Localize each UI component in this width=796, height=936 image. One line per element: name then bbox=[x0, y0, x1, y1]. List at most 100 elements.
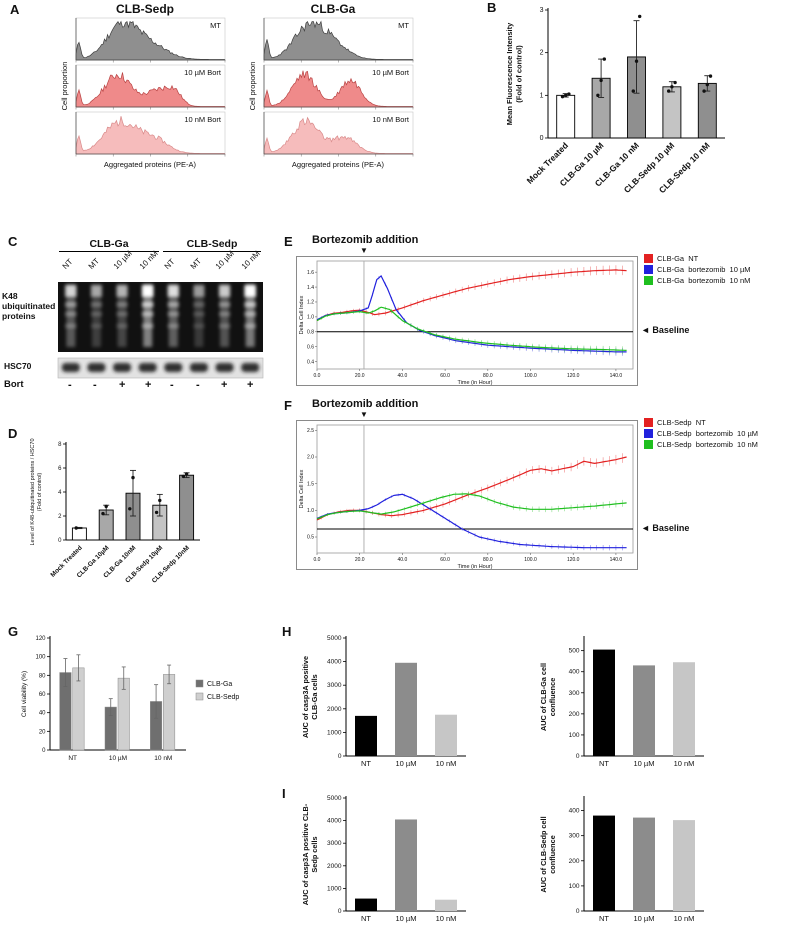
panel-a-label: A bbox=[10, 2, 20, 17]
svg-text:AUC of CLB-Ga cell: AUC of CLB-Ga cell bbox=[539, 663, 548, 731]
svg-text:1.5: 1.5 bbox=[307, 481, 314, 487]
blot-row-label-hsc70: HSC70 bbox=[4, 361, 32, 371]
svg-text:0: 0 bbox=[540, 135, 544, 142]
svg-text:0.8: 0.8 bbox=[307, 329, 314, 335]
panel-f-legend: CLB-Sedp NT CLB-Sedp bortezomib 10 µM CL… bbox=[644, 418, 758, 449]
panel-f-baseline-label: ◄ Baseline bbox=[641, 523, 690, 533]
svg-text:3000: 3000 bbox=[327, 840, 342, 847]
svg-text:1.2: 1.2 bbox=[307, 300, 314, 306]
svg-text:CLB-Ga cells: CLB-Ga cells bbox=[310, 674, 319, 719]
series-label: CLB-Ga bortezomib 10 µM bbox=[657, 265, 751, 274]
svg-text:Sedp cells: Sedp cells bbox=[310, 836, 319, 872]
svg-text:2.5: 2.5 bbox=[307, 428, 314, 434]
panel-f-label: F bbox=[284, 398, 292, 413]
svg-text:AUC of CLB-Sedp cell: AUC of CLB-Sedp cell bbox=[539, 816, 548, 892]
svg-text:10 µM Bort: 10 µM Bort bbox=[372, 68, 410, 77]
svg-text:confluence: confluence bbox=[548, 678, 557, 717]
svg-text:60.0: 60.0 bbox=[440, 373, 450, 379]
svg-text:Delta Cell Index: Delta Cell Index bbox=[299, 469, 305, 508]
svg-text:200: 200 bbox=[569, 858, 580, 865]
legend-item: CLB-Ga NT bbox=[644, 254, 751, 263]
auc-casp3a-clb-sedp-chart: 0 1000 2000 3000 4000 5000 AUC of casp3A posit… bbox=[301, 795, 466, 923]
mfi-bar-chart: 0 1 2 3 Mean Fluorescence Intensity (Fold of … bbox=[505, 7, 725, 195]
svg-text:Mean Fluorescence Intensity: Mean Fluorescence Intensity bbox=[505, 22, 514, 125]
svg-text:5000: 5000 bbox=[327, 795, 342, 802]
lane-label: 10 µM bbox=[213, 248, 236, 271]
svg-text:0.4: 0.4 bbox=[307, 359, 314, 365]
flow-histograms-clb-ga: MT 10 µM Bort 10 nM Bort Cell proportion bbox=[248, 17, 414, 157]
svg-text:500: 500 bbox=[569, 648, 580, 655]
panel-f-title: Bortezomib addition bbox=[312, 398, 419, 410]
bort-sign: - bbox=[196, 379, 200, 391]
panel-a-plot1-xaxis-label: Aggregated proteins (PE-A) bbox=[103, 160, 197, 169]
svg-text:1.4: 1.4 bbox=[307, 285, 314, 291]
svg-text:0: 0 bbox=[338, 753, 342, 760]
auc-confluence-clb-ga-chart: 0 100 200 300 400 500 AUC of CLB-Ga cell conflu… bbox=[539, 636, 704, 768]
svg-text:AUC of casp3A positive CLB-: AUC of casp3A positive CLB- bbox=[301, 803, 310, 905]
svg-text:0: 0 bbox=[58, 538, 62, 544]
svg-text:80: 80 bbox=[39, 673, 46, 679]
bort-sign: + bbox=[247, 379, 254, 391]
svg-text:400: 400 bbox=[569, 669, 580, 676]
panel-a-plot1-title: CLB-Sedp bbox=[116, 2, 174, 16]
lane-label: MT bbox=[86, 256, 102, 271]
panel-i-label: I bbox=[282, 786, 286, 801]
svg-text:60: 60 bbox=[39, 692, 46, 698]
svg-text:10 µM: 10 µM bbox=[396, 759, 417, 768]
svg-text:(Fold of control): (Fold of control) bbox=[37, 473, 43, 512]
svg-text:120: 120 bbox=[35, 636, 46, 642]
bort-sign: + bbox=[119, 379, 126, 391]
svg-text:60.0: 60.0 bbox=[440, 557, 450, 563]
svg-text:10 µM: 10 µM bbox=[109, 755, 127, 762]
series-label: CLB-Ga bortezomib 10 nM bbox=[657, 276, 751, 285]
svg-text:8: 8 bbox=[58, 442, 62, 448]
bort-sign: + bbox=[145, 379, 152, 391]
svg-text:MT: MT bbox=[210, 21, 221, 30]
svg-text:NT: NT bbox=[599, 759, 609, 768]
svg-text:0.0: 0.0 bbox=[314, 557, 321, 563]
svg-text:0: 0 bbox=[42, 748, 46, 754]
svg-text:2000: 2000 bbox=[327, 706, 342, 713]
svg-text:2000: 2000 bbox=[327, 863, 342, 870]
svg-text:NT: NT bbox=[599, 914, 609, 923]
svg-text:1000: 1000 bbox=[327, 729, 342, 736]
svg-text:3: 3 bbox=[540, 7, 544, 14]
panel-h-label: H bbox=[282, 624, 292, 639]
svg-text:40.0: 40.0 bbox=[398, 557, 408, 563]
svg-text:5000: 5000 bbox=[327, 635, 342, 642]
svg-text:100: 100 bbox=[35, 655, 46, 661]
svg-text:Cell proportion: Cell proportion bbox=[248, 62, 257, 111]
svg-text:1: 1 bbox=[540, 92, 544, 99]
panel-g-label: G bbox=[8, 624, 19, 639]
series-color-swatch bbox=[644, 265, 653, 274]
k48-quantification-bar-chart: 0 2 4 6 8 Level of K48-ubiquitinated proteins… bbox=[30, 438, 200, 585]
svg-text:10 nM Bort: 10 nM Bort bbox=[184, 115, 222, 124]
svg-text:confluence: confluence bbox=[548, 835, 557, 874]
svg-text:CLB-Sedp: CLB-Sedp bbox=[207, 694, 239, 701]
svg-text:10 nM: 10 nM bbox=[436, 759, 457, 768]
svg-text:0: 0 bbox=[338, 908, 342, 915]
svg-text:4000: 4000 bbox=[327, 818, 342, 825]
svg-text:4000: 4000 bbox=[327, 659, 342, 666]
svg-text:140.0: 140.0 bbox=[610, 373, 623, 379]
panel-e-baseline-label: ◄ Baseline bbox=[641, 325, 690, 335]
addition-arrow-icon: ▼ bbox=[360, 246, 368, 255]
svg-text:0: 0 bbox=[576, 753, 580, 760]
panel-c-label: C bbox=[8, 234, 18, 249]
svg-text:10 µM: 10 µM bbox=[634, 759, 655, 768]
bort-sign: + bbox=[221, 379, 228, 391]
svg-text:Cell proportion: Cell proportion bbox=[60, 62, 69, 111]
svg-text:NT: NT bbox=[361, 914, 371, 923]
clb-ga-cell-index-chart: 0.0 20.0 40.0 60.0 80.0 100.0 120.0 140.0 0.4 0.6… bbox=[296, 256, 638, 386]
svg-text:20: 20 bbox=[39, 729, 46, 735]
svg-text:NT: NT bbox=[68, 755, 77, 762]
auc-confluence-clb-sedp-chart: 0 100 200 300 400 AUC of CLB-Sedp cell conflue… bbox=[539, 796, 704, 923]
lane-label: 10 nM bbox=[239, 248, 262, 271]
svg-text:NT: NT bbox=[361, 759, 371, 768]
svg-text:80.0: 80.0 bbox=[483, 557, 493, 563]
svg-text:40.0: 40.0 bbox=[398, 373, 408, 379]
panel-b-label: B bbox=[487, 0, 497, 15]
svg-text:10 µM: 10 µM bbox=[634, 914, 655, 923]
svg-text:0: 0 bbox=[576, 908, 580, 915]
